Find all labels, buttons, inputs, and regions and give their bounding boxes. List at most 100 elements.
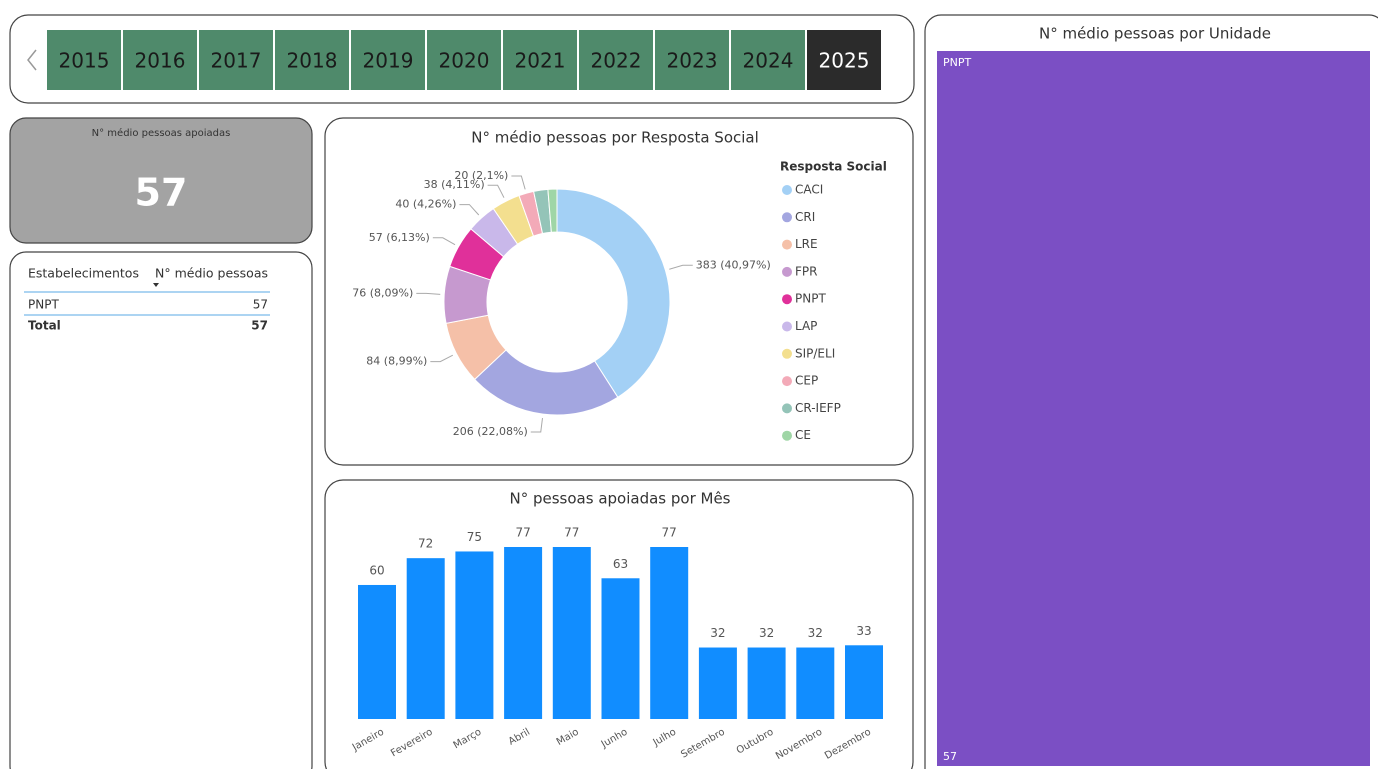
data-label: 33 xyxy=(856,624,871,638)
bar xyxy=(504,547,543,719)
legend-swatch xyxy=(782,348,792,359)
year-button[interactable] xyxy=(123,30,197,90)
year-button[interactable] xyxy=(655,30,729,90)
data-label: 77 xyxy=(662,526,677,540)
year-label: 2016 xyxy=(135,49,186,73)
year-label: 2015 xyxy=(59,49,110,73)
data-label: 32 xyxy=(759,626,774,640)
total-value: 57 xyxy=(251,319,268,333)
legend-label: PNPT xyxy=(795,292,826,306)
table-panel xyxy=(9,251,313,769)
year-button[interactable] xyxy=(503,30,577,90)
bar xyxy=(845,645,883,719)
legend-swatch xyxy=(782,294,792,305)
bar xyxy=(552,547,591,719)
data-label: 38 (4,11%) xyxy=(424,178,485,191)
bar xyxy=(698,647,737,719)
leader-line xyxy=(430,354,454,363)
year-button[interactable] xyxy=(427,30,501,90)
data-label: 72 xyxy=(418,537,433,551)
legend-title: Resposta Social xyxy=(780,160,887,174)
data-label: 60 xyxy=(369,563,384,577)
year-label: 2020 xyxy=(439,49,490,73)
donut-panel xyxy=(324,117,914,466)
leader-line xyxy=(530,418,543,433)
leader-line xyxy=(432,237,456,246)
kpi-value: 57 xyxy=(135,171,188,215)
legend-swatch xyxy=(782,239,792,250)
year-label: 2022 xyxy=(591,49,642,73)
year-button[interactable] xyxy=(199,30,273,90)
bar xyxy=(747,647,786,719)
data-label: 76 (8,09%) xyxy=(352,286,413,299)
donut-slice xyxy=(547,188,558,233)
prev-arrow[interactable] xyxy=(27,49,37,71)
data-label: 77 xyxy=(564,526,579,540)
legend-label: CACI xyxy=(795,183,823,197)
year-button[interactable] xyxy=(275,30,349,90)
data-label: 84 (8,99%) xyxy=(366,355,427,368)
data-label: 383 (40,97%) xyxy=(696,258,771,271)
bar xyxy=(358,584,396,719)
data-label: 32 xyxy=(808,626,823,640)
data-label: 20 (2,1%) xyxy=(454,169,508,182)
data-label: 32 xyxy=(710,626,725,640)
leader-line xyxy=(459,204,480,216)
year-button[interactable] xyxy=(807,30,881,90)
legend-label: CE xyxy=(795,428,811,442)
tile-label: PNPT xyxy=(943,56,971,69)
chart-title: N° médio pessoas por Resposta Social xyxy=(471,129,759,147)
bar xyxy=(650,547,689,719)
data-label: 77 xyxy=(515,526,530,540)
legend-label: SIP/ELI xyxy=(795,346,835,360)
year-label: 2017 xyxy=(211,49,262,73)
legend-swatch xyxy=(782,376,792,387)
year-label: 2018 xyxy=(287,49,338,73)
data-label: 206 (22,08%) xyxy=(453,425,528,438)
tile-value: 57 xyxy=(943,750,957,763)
table-cell: 57 xyxy=(253,298,268,312)
bar xyxy=(455,551,494,719)
year-label: 2023 xyxy=(667,49,718,73)
table-cell: PNPT xyxy=(28,298,59,312)
donut-slice xyxy=(556,188,671,398)
kpi-card xyxy=(9,117,313,244)
legend-label: FPR xyxy=(795,264,817,278)
leader-line xyxy=(487,184,505,198)
year-button[interactable] xyxy=(579,30,653,90)
bar xyxy=(406,558,445,719)
year-label: 2024 xyxy=(743,49,794,73)
leader-line xyxy=(669,264,693,270)
year-button[interactable] xyxy=(47,30,121,90)
table-header: Estabelecimentos xyxy=(28,266,139,281)
data-label: 75 xyxy=(467,530,482,544)
year-label: 2025 xyxy=(819,49,870,73)
data-label: 57 (6,13%) xyxy=(369,231,430,244)
data-label: 40 (4,26%) xyxy=(395,198,456,211)
legend-label: CEP xyxy=(795,374,818,388)
chart-title: N° médio pessoas por Unidade xyxy=(1039,25,1271,43)
year-label: 2021 xyxy=(515,49,566,73)
bar xyxy=(796,647,835,719)
total-label: Total xyxy=(28,319,61,333)
kpi-title: N° médio pessoas apoiadas xyxy=(92,127,231,139)
legend-swatch xyxy=(782,185,792,195)
legend-swatch xyxy=(782,321,792,332)
chart-title: N° pessoas apoiadas por Mês xyxy=(510,490,731,508)
legend-label: CRI xyxy=(795,210,815,224)
treemap-tile[interactable] xyxy=(937,51,1370,766)
sort-icon[interactable] xyxy=(153,283,159,287)
bar xyxy=(601,578,640,719)
leader-line xyxy=(511,175,526,190)
legend-swatch xyxy=(782,212,792,223)
leader-line xyxy=(416,292,441,295)
year-button[interactable] xyxy=(351,30,425,90)
year-button[interactable] xyxy=(731,30,805,90)
year-label: 2019 xyxy=(363,49,414,73)
legend-swatch xyxy=(782,266,792,277)
table-header: N° médio pessoas xyxy=(155,266,268,281)
legend-swatch xyxy=(782,403,792,414)
legend-label: CR-IEFP xyxy=(795,401,841,415)
data-label: 63 xyxy=(613,557,628,571)
